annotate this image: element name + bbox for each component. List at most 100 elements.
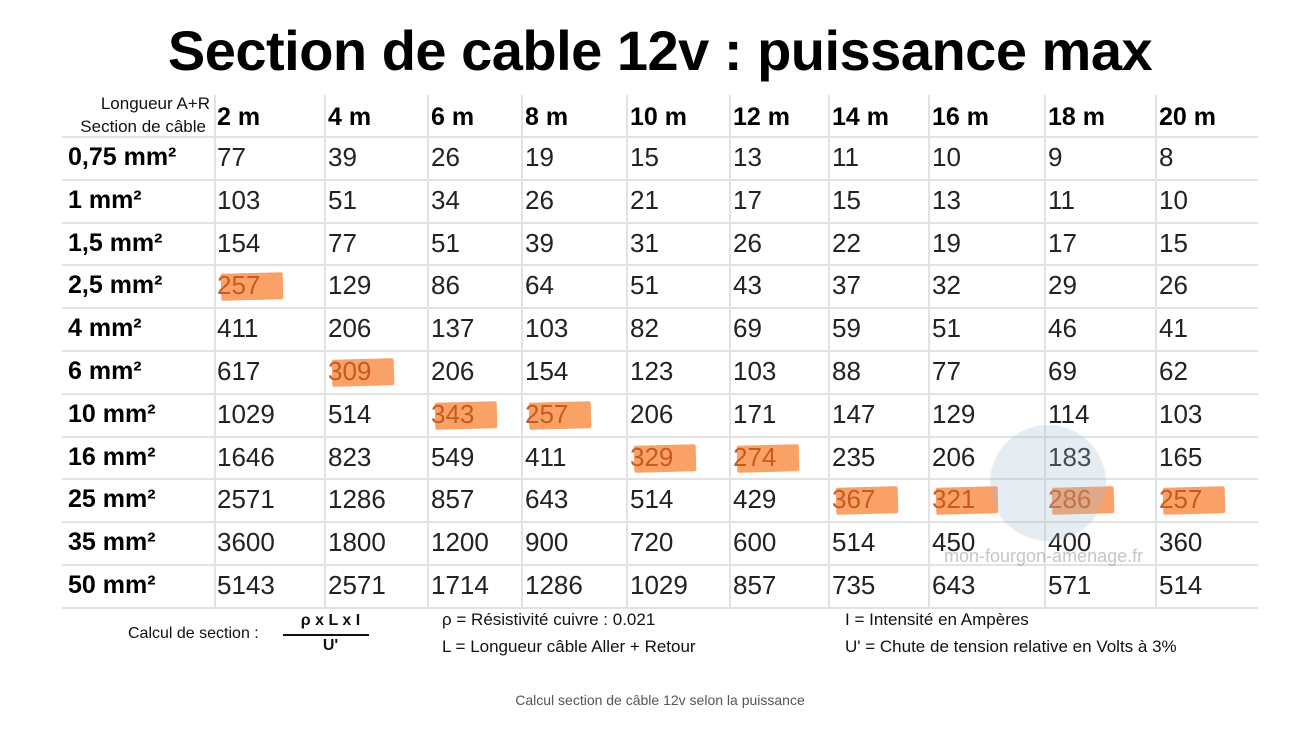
table-cell: 1286 [328,484,386,515]
table-cell: 571 [1048,570,1092,600]
table-cell: 549 [431,441,475,472]
table-cell: 34 [431,184,460,215]
table-cell: 13 [932,184,961,215]
corner-label-length: Longueur A+R [100,94,210,113]
grid-line-horizontal [62,264,1258,267]
table-cell: 51 [630,270,659,301]
table-cell: 343 [431,398,475,429]
table-cell: 10 [932,142,961,172]
table-cell: 11 [832,142,859,172]
table-cell: 32 [932,270,961,301]
table-cell: 257 [1159,484,1203,515]
table-cell: 39 [525,227,554,258]
grid-line-horizontal [62,221,1258,224]
grid-line-horizontal [62,307,1258,310]
table-cell: 643 [525,484,569,515]
grid-line-horizontal [62,350,1258,352]
column-header: 12 m [733,103,790,131]
column-header: 18 m [1048,103,1105,131]
table-cell: 88 [832,356,861,386]
table-cell: 1646 [217,441,275,472]
grid-line-horizontal [62,606,1258,609]
table-cell: 857 [431,484,475,515]
table-cell: 617 [217,356,261,386]
table-cell: 5143 [217,570,275,600]
table-cell: 123 [630,356,674,386]
table-cell: 183 [1048,441,1092,472]
grid-line-horizontal [62,435,1258,438]
row-header: 6 mm² [68,357,142,385]
table-cell: 82 [630,313,659,344]
formula-label: Calcul de section : [128,625,259,642]
table-cell: 37 [832,270,861,301]
table-cell: 17 [1048,227,1077,258]
row-header: 10 mm² [68,399,156,428]
table-cell: 26 [525,184,554,215]
table-cell: 137 [431,313,475,344]
table-cell: 823 [328,441,372,472]
grid-line-vertical [1155,95,1157,608]
grid-line-horizontal [62,136,1258,138]
table-cell: 514 [1159,570,1203,600]
row-header: 1 mm² [68,185,142,214]
column-header: 8 m [525,103,569,131]
grid-line-vertical [1044,95,1046,608]
column-header: 6 m [431,103,475,131]
watermark-text: mon-fourgon-amenage.fr [944,546,1144,566]
table-cell: 360 [1159,527,1203,558]
legend-rho: ρ = Résistivité cuivre : 0.021 [442,610,656,629]
table-cell: 86 [431,270,460,301]
table-cell: 514 [328,398,372,429]
formula-denominator: U' [322,637,339,654]
table-cell: 41 [1159,313,1188,344]
table-cell: 206 [630,398,674,429]
table-cell: 274 [733,441,777,472]
table-cell: 11 [1048,184,1075,215]
table-cell: 77 [932,356,961,386]
table-cell: 154 [525,356,569,386]
table-cell: 64 [525,270,554,301]
table-cell: 15 [1159,227,1188,258]
watermark-logo [990,425,1106,541]
table-cell: 62 [1159,356,1188,386]
column-header: 14 m [832,103,889,131]
table-cell: 900 [525,527,569,558]
table-cell: 206 [431,356,475,386]
image-caption: Calcul section de câble 12v selon la pui… [515,692,805,708]
table-cell: 129 [932,398,976,429]
corner-header: Longueur A+R Section de câble [62,94,212,137]
table-cell: 514 [630,484,674,515]
table-cell: 19 [932,227,961,258]
table-cell: 206 [932,441,976,472]
column-header: 10 m [630,103,687,131]
table-cell: 8 [1159,142,1174,172]
table-cell: 1029 [217,398,275,429]
grid-line-horizontal [62,178,1258,181]
table-cell: 46 [1048,313,1077,344]
table-cell: 15 [630,142,659,172]
table-cell: 1714 [431,570,489,600]
table-cell: 13 [733,142,762,172]
table-cell: 59 [832,313,861,344]
legend-intensity: I = Intensité en Ampères [845,610,1029,629]
corner-label-section: Section de câble [80,117,206,136]
grid-line-vertical [928,95,930,608]
table-cell: 411 [525,441,567,472]
fraction-bar [283,634,369,636]
table-cell: 103 [525,313,569,344]
table-cell: 10 [1159,184,1188,215]
table-cell: 235 [832,441,876,472]
row-header: 2,5 mm² [68,271,163,300]
table-cell: 77 [217,142,246,172]
table-cell: 329 [630,441,674,472]
table-cell: 17 [733,184,762,215]
table-cell: 450 [932,527,976,558]
table-cell: 26 [1159,270,1188,301]
table-cell: 21 [630,184,659,215]
table-cell: 103 [1159,398,1203,429]
table-cell: 257 [217,270,261,301]
table-cell: 411 [217,313,259,344]
power-table: Longueur A+R Section de câble 2 m 4 m 6 m 8… [62,94,1258,610]
table-cell: 15 [832,184,861,215]
table-cell: 720 [630,527,674,558]
